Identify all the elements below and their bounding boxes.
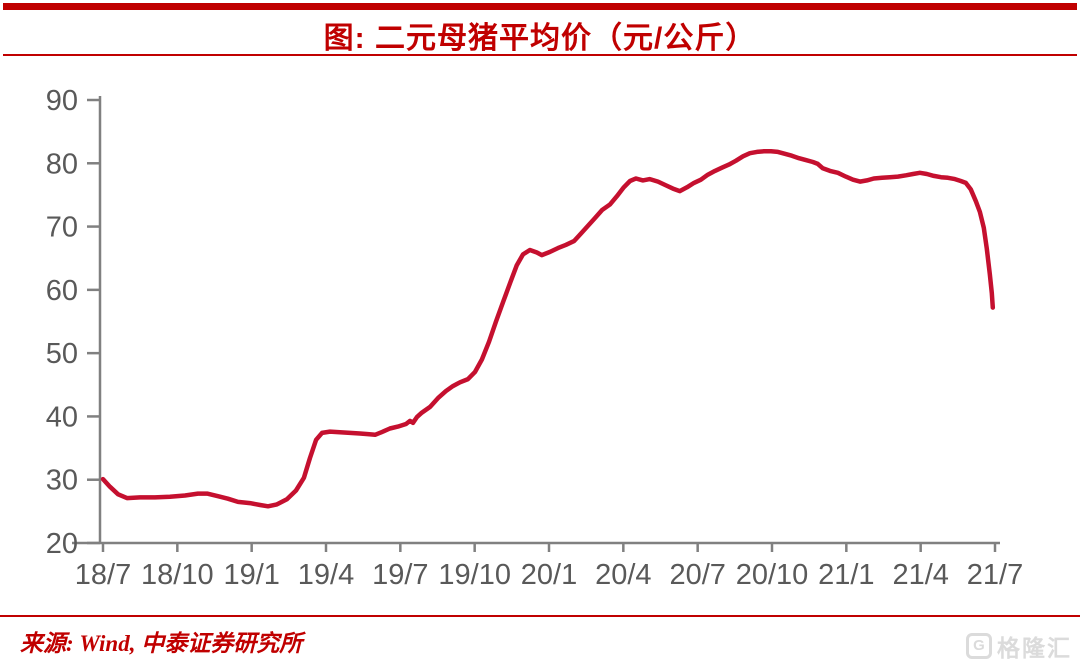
price-line-series [100, 149, 996, 509]
y-tick-label: 30 [46, 465, 78, 497]
footer-divider [0, 615, 1080, 617]
y-tick-label: 50 [46, 338, 78, 370]
x-tick-label: 18/10 [141, 559, 214, 591]
x-tick-label: 20/1 [521, 559, 577, 591]
x-tick-label: 19/1 [223, 559, 279, 591]
x-tick-label: 20/7 [669, 559, 725, 591]
gelonghui-logo-icon: G [966, 633, 992, 659]
chart-title: 图: 二元母猪平均价（元/公斤） [323, 22, 757, 55]
x-tick-label: 20/10 [736, 559, 809, 591]
y-tick-label: 60 [46, 275, 78, 307]
y-tick-label: 90 [46, 85, 78, 117]
y-tick-label: 20 [46, 528, 78, 560]
x-tick-label: 21/7 [967, 559, 1023, 591]
gelonghui-watermark: G 格隆汇 [966, 629, 1072, 663]
x-tick-label: 19/7 [372, 559, 428, 591]
x-tick-label: 21/1 [818, 559, 874, 591]
y-tick-label: 70 [46, 212, 78, 244]
gelonghui-logo-text: 格隆汇 [997, 635, 1072, 661]
title-underline [3, 54, 1077, 56]
x-tick-label: 21/4 [892, 559, 948, 591]
x-tick-label: 20/4 [595, 559, 651, 591]
y-tick-label: 40 [46, 401, 78, 433]
price-line-chart: 20 30 40 50 60 70 80 90 18/7 18/10 19/1 19/4 19/7 19/… [46, 85, 1023, 591]
top-border-bar [3, 3, 1077, 10]
y-tick-label: 80 [46, 148, 78, 180]
source-note: 来源: Wind, 中泰证券研究所 [20, 631, 303, 656]
x-tick-label: 19/4 [298, 559, 354, 591]
x-tick-label: 18/7 [75, 559, 131, 591]
x-tick-label: 19/10 [438, 559, 511, 591]
